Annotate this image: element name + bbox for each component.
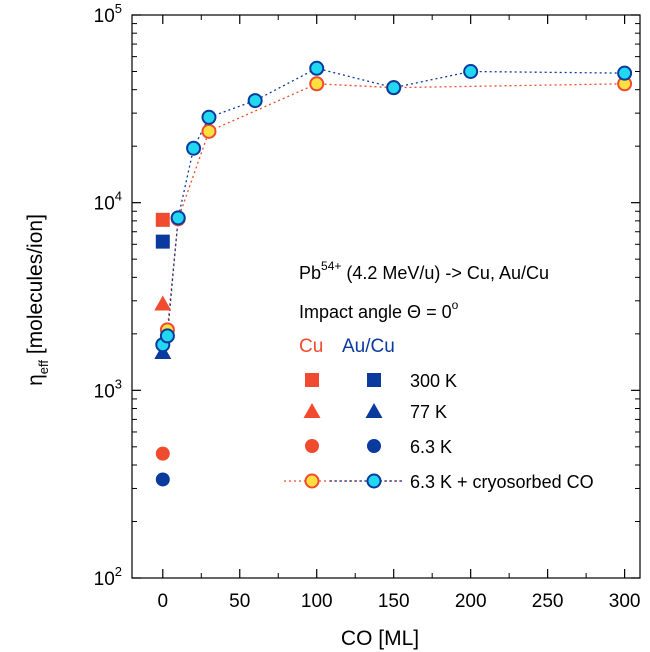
x-tick-label: 300	[609, 591, 641, 612]
legend-marker-cu	[304, 473, 320, 489]
y-tick-label-exp: 5	[115, 1, 122, 16]
data-point	[463, 63, 479, 79]
data-point	[159, 328, 175, 344]
legend-line1-pre: Pb	[299, 263, 321, 283]
y-tick-label: 103	[94, 376, 122, 402]
legend-line1: Pb54+ (4.2 MeV/u) -> Cu, Au/Cu	[299, 259, 549, 283]
data-point	[155, 472, 170, 487]
y-tick-label-exp: 2	[115, 564, 122, 579]
data-point	[155, 446, 170, 461]
legend-line2-text: Impact angle Θ = 0	[299, 302, 452, 322]
x-tick-label: 200	[455, 591, 487, 612]
x-tick-label: 0	[157, 591, 168, 612]
y-axis-title: ηeff [molecules/ion]	[24, 214, 51, 386]
x-tick-label: 150	[378, 591, 410, 612]
y-tick-label-base: 10	[94, 381, 115, 402]
data-point	[309, 76, 325, 92]
legend-line1-post: (4.2 MeV/u) -> Cu, Au/Cu	[341, 263, 549, 283]
data-point	[170, 210, 186, 226]
legend-marker-cu	[305, 439, 319, 453]
x-axis-title: CO [ML]	[341, 627, 419, 650]
data-point	[309, 60, 325, 76]
x-tick-label: 250	[532, 591, 564, 612]
series-line	[162, 67, 625, 346]
plot-frame	[131, 14, 641, 579]
series-lines	[162, 67, 625, 346]
legend-label: 6.3 K	[410, 437, 452, 457]
data-point	[201, 109, 217, 125]
legend: Pb54+ (4.2 MeV/u) -> Cu, Au/Cu Impact an…	[284, 259, 594, 492]
y-tick-label: 104	[94, 189, 122, 215]
y-tick-label: 105	[94, 1, 122, 27]
y-tick-label-exp: 3	[115, 376, 122, 391]
data-point	[617, 65, 633, 81]
legend-line2-sup: o	[452, 298, 459, 312]
data-point	[155, 212, 170, 227]
y-tick-label-base: 10	[94, 569, 115, 590]
ticks	[132, 14, 640, 579]
y-tick-label-base: 10	[94, 6, 115, 27]
legend-rows: 300 K 77 K 6.3 K 6.3 K + cryosorbed CO	[284, 371, 594, 492]
legend-label: 77 K	[410, 402, 447, 422]
y-tick-label-base: 10	[94, 194, 115, 215]
series-line	[166, 83, 625, 330]
y-axis-title-sub: eff	[36, 360, 51, 375]
y-tick-label: 102	[94, 564, 122, 590]
y-axis-title-rest: [molecules/ion]	[24, 214, 47, 360]
legend-line2: Impact angle Θ = 0o	[299, 298, 459, 322]
legend-marker-aucu	[367, 439, 381, 453]
data-point	[186, 140, 202, 156]
legend-line1-sup: 54+	[321, 259, 341, 273]
legend-marker-aucu	[367, 373, 381, 387]
x-tick-label: 50	[229, 591, 250, 612]
data-points	[154, 60, 633, 487]
data-point	[201, 123, 217, 139]
legend-label: 300 K	[410, 371, 457, 391]
data-point	[154, 295, 172, 311]
data-point	[155, 234, 170, 249]
legend-marker-cu	[303, 403, 321, 418]
legend-label: 6.3 K + cryosorbed CO	[410, 472, 594, 492]
x-tick-label: 100	[301, 591, 333, 612]
y-axis-title-base: η	[24, 374, 47, 386]
legend-header-aucu: Au/Cu	[342, 336, 395, 357]
legend-header-cu: Cu	[299, 336, 323, 357]
data-point	[247, 93, 263, 109]
legend-marker-aucu	[366, 473, 382, 489]
legend-marker-aucu	[365, 403, 383, 418]
legend-marker-cu	[305, 373, 319, 387]
y-tick-label-exp: 4	[115, 189, 122, 204]
data-point	[386, 80, 402, 96]
